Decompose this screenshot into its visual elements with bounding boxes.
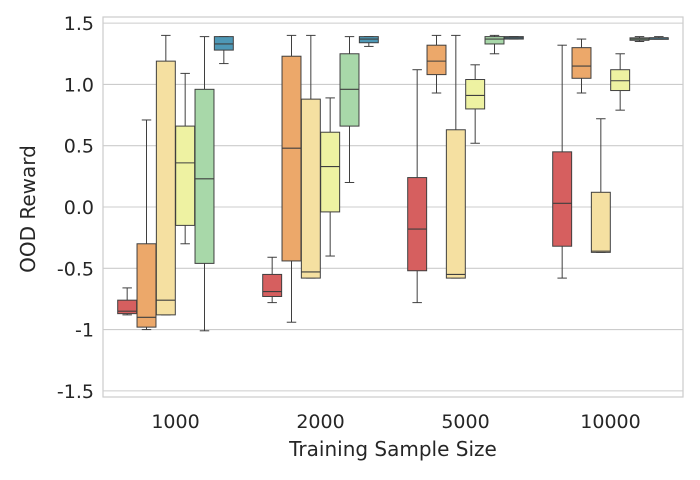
box-10000-0 [552,44,573,279]
box-iqr [407,177,428,272]
y-tick-label: -1.5 [57,381,94,403]
box-2000-0 [262,256,283,304]
box-10000-2 [590,118,611,253]
x-tick-label: 5000 [441,411,489,433]
box-iqr [175,125,196,226]
box-5000-3 [465,64,486,144]
y-tick-label: 1.0 [64,74,94,96]
box-iqr [300,98,321,279]
y-tick-label: -1 [75,320,94,342]
box-iqr [213,36,234,51]
box-iqr [610,69,631,92]
box-1000-4 [194,36,215,332]
box-iqr [262,273,283,297]
x-tick-label: 10000 [580,411,640,433]
box-iqr [552,151,573,247]
box-2000-4 [339,36,360,183]
y-gridlines [103,22,683,392]
box-10000-4 [629,36,650,43]
box-10000-5 [648,36,669,40]
x-axis-title: Training Sample Size [288,437,497,461]
box-iqr [445,129,466,279]
box-series [117,34,669,332]
box-iqr [155,60,176,316]
y-axis-title: OOD Reward [16,145,40,273]
box-iqr [590,191,611,253]
box-5000-4 [484,34,505,55]
box-iqr [484,36,505,45]
box-2000-3 [320,97,341,257]
box-5000-1 [426,34,447,94]
box-10000-3 [610,53,631,111]
box-iqr [426,44,447,76]
box-10000-1 [571,38,592,94]
box-5000-2 [445,34,466,279]
box-5000-5 [503,36,524,40]
box-1000-2 [155,34,176,316]
box-iqr [339,53,360,127]
box-iqr [194,88,215,264]
box-iqr [281,55,302,262]
box-2000-5 [358,36,379,47]
y-tick-labels: 1.5 1.0 0.5 0.0 -0.5 -1 -1.5 [57,13,94,403]
x-tick-label: 1000 [151,411,199,433]
box-iqr [358,36,379,44]
x-tick-labels: 1000 2000 5000 10000 [151,411,640,433]
box-iqr [571,47,592,79]
y-tick-label: 0.0 [64,197,94,219]
box-iqr [136,243,157,328]
box-iqr [465,79,486,110]
y-tick-label: -0.5 [57,258,94,280]
x-tick-label: 2000 [296,411,344,433]
box-1000-5 [213,36,234,65]
y-tick-label: 1.5 [64,13,94,35]
box-iqr [320,131,341,213]
box-5000-0 [407,69,428,304]
y-tick-label: 0.5 [64,136,94,158]
